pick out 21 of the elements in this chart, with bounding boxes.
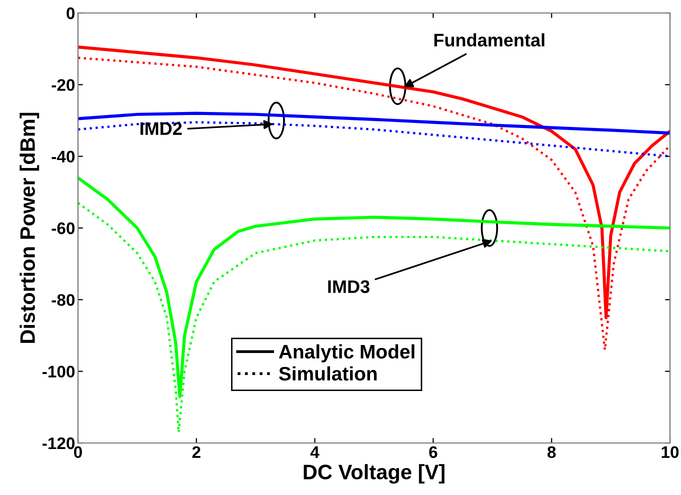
line-series (78, 121, 670, 158)
annotation: Fundamental (434, 33, 544, 47)
annotation: IMD2 (140, 122, 182, 135)
y-tick-label: -20 (52, 79, 75, 91)
x-tick-label: 4 (310, 446, 320, 458)
y-tick-label: 0 (66, 7, 75, 20)
y-tick-label: -40 (52, 150, 75, 163)
y-tick-label: -60 (52, 222, 75, 234)
y-tick-label: -100 (42, 366, 75, 378)
y-tick-label: -80 (52, 294, 75, 306)
x-tick-label: 10 (662, 446, 679, 458)
y-axis-title: Distortion Power [dBm] (20, 112, 40, 343)
x-axis-title: DC Voltage [V] (304, 464, 444, 484)
line-series (78, 112, 670, 135)
legend-label: Analytic Model (278, 344, 414, 362)
legend-label: Simulation (279, 366, 377, 381)
x-tick-label: 6 (429, 446, 438, 458)
x-tick-label: 8 (547, 446, 556, 458)
annotation: IMD3 (328, 280, 370, 294)
x-tick-label: 2 (192, 446, 200, 458)
y-tick-label: -120 (42, 437, 75, 450)
